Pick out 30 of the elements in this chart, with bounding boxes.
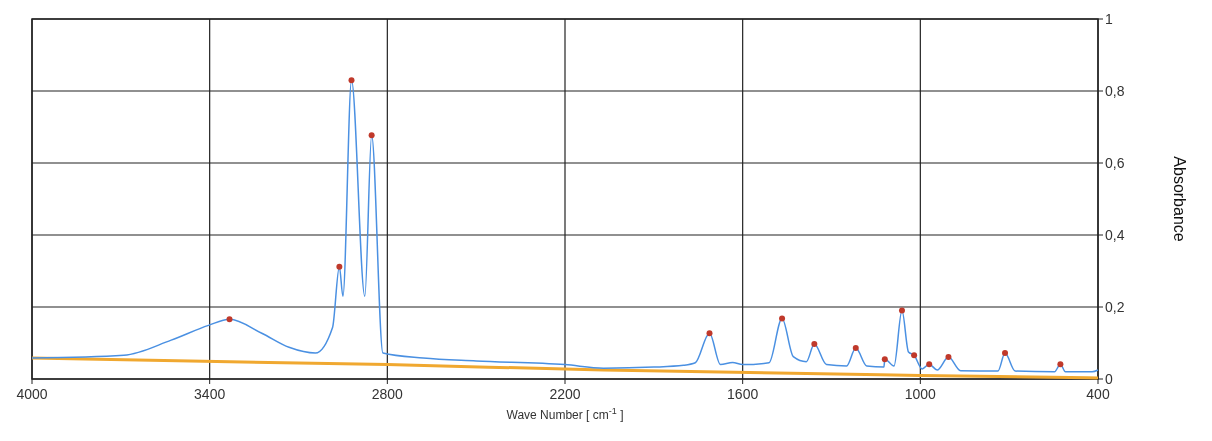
point xyxy=(1057,361,1064,368)
point xyxy=(348,77,355,84)
x-tick-label: 3400 xyxy=(194,386,226,402)
point xyxy=(226,316,233,323)
point xyxy=(368,132,375,139)
point xyxy=(881,356,888,363)
point xyxy=(898,307,905,314)
point xyxy=(1002,350,1009,357)
x-tick-label: 400 xyxy=(1086,386,1110,402)
y-tick-label: 0,2 xyxy=(1105,298,1125,315)
point xyxy=(706,330,713,337)
point xyxy=(779,315,786,322)
x-axis-title: Wave Number [ cm$^{-1}$ ] xyxy=(506,406,624,422)
x-tick-label: 4000 xyxy=(16,386,48,402)
point xyxy=(945,354,952,361)
y-tick-label: 1 xyxy=(1105,10,1113,27)
point xyxy=(336,263,343,270)
y-axis-title: Absorbance xyxy=(1171,156,1188,242)
point xyxy=(911,352,918,359)
y-tick-label: 0,8 xyxy=(1105,82,1125,99)
point xyxy=(852,345,859,352)
x-tick-label: 2800 xyxy=(371,386,404,402)
x-tick-label: 2200 xyxy=(549,386,581,402)
point xyxy=(926,361,933,368)
x-tick-label: 1000 xyxy=(904,386,937,402)
y-tick-label: 0,4 xyxy=(1105,226,1125,243)
point xyxy=(811,341,818,348)
y-tick-label: 0,6 xyxy=(1105,154,1125,171)
y-tick-label: 0 xyxy=(1105,370,1113,387)
x-tick-label: 1600 xyxy=(727,386,759,402)
